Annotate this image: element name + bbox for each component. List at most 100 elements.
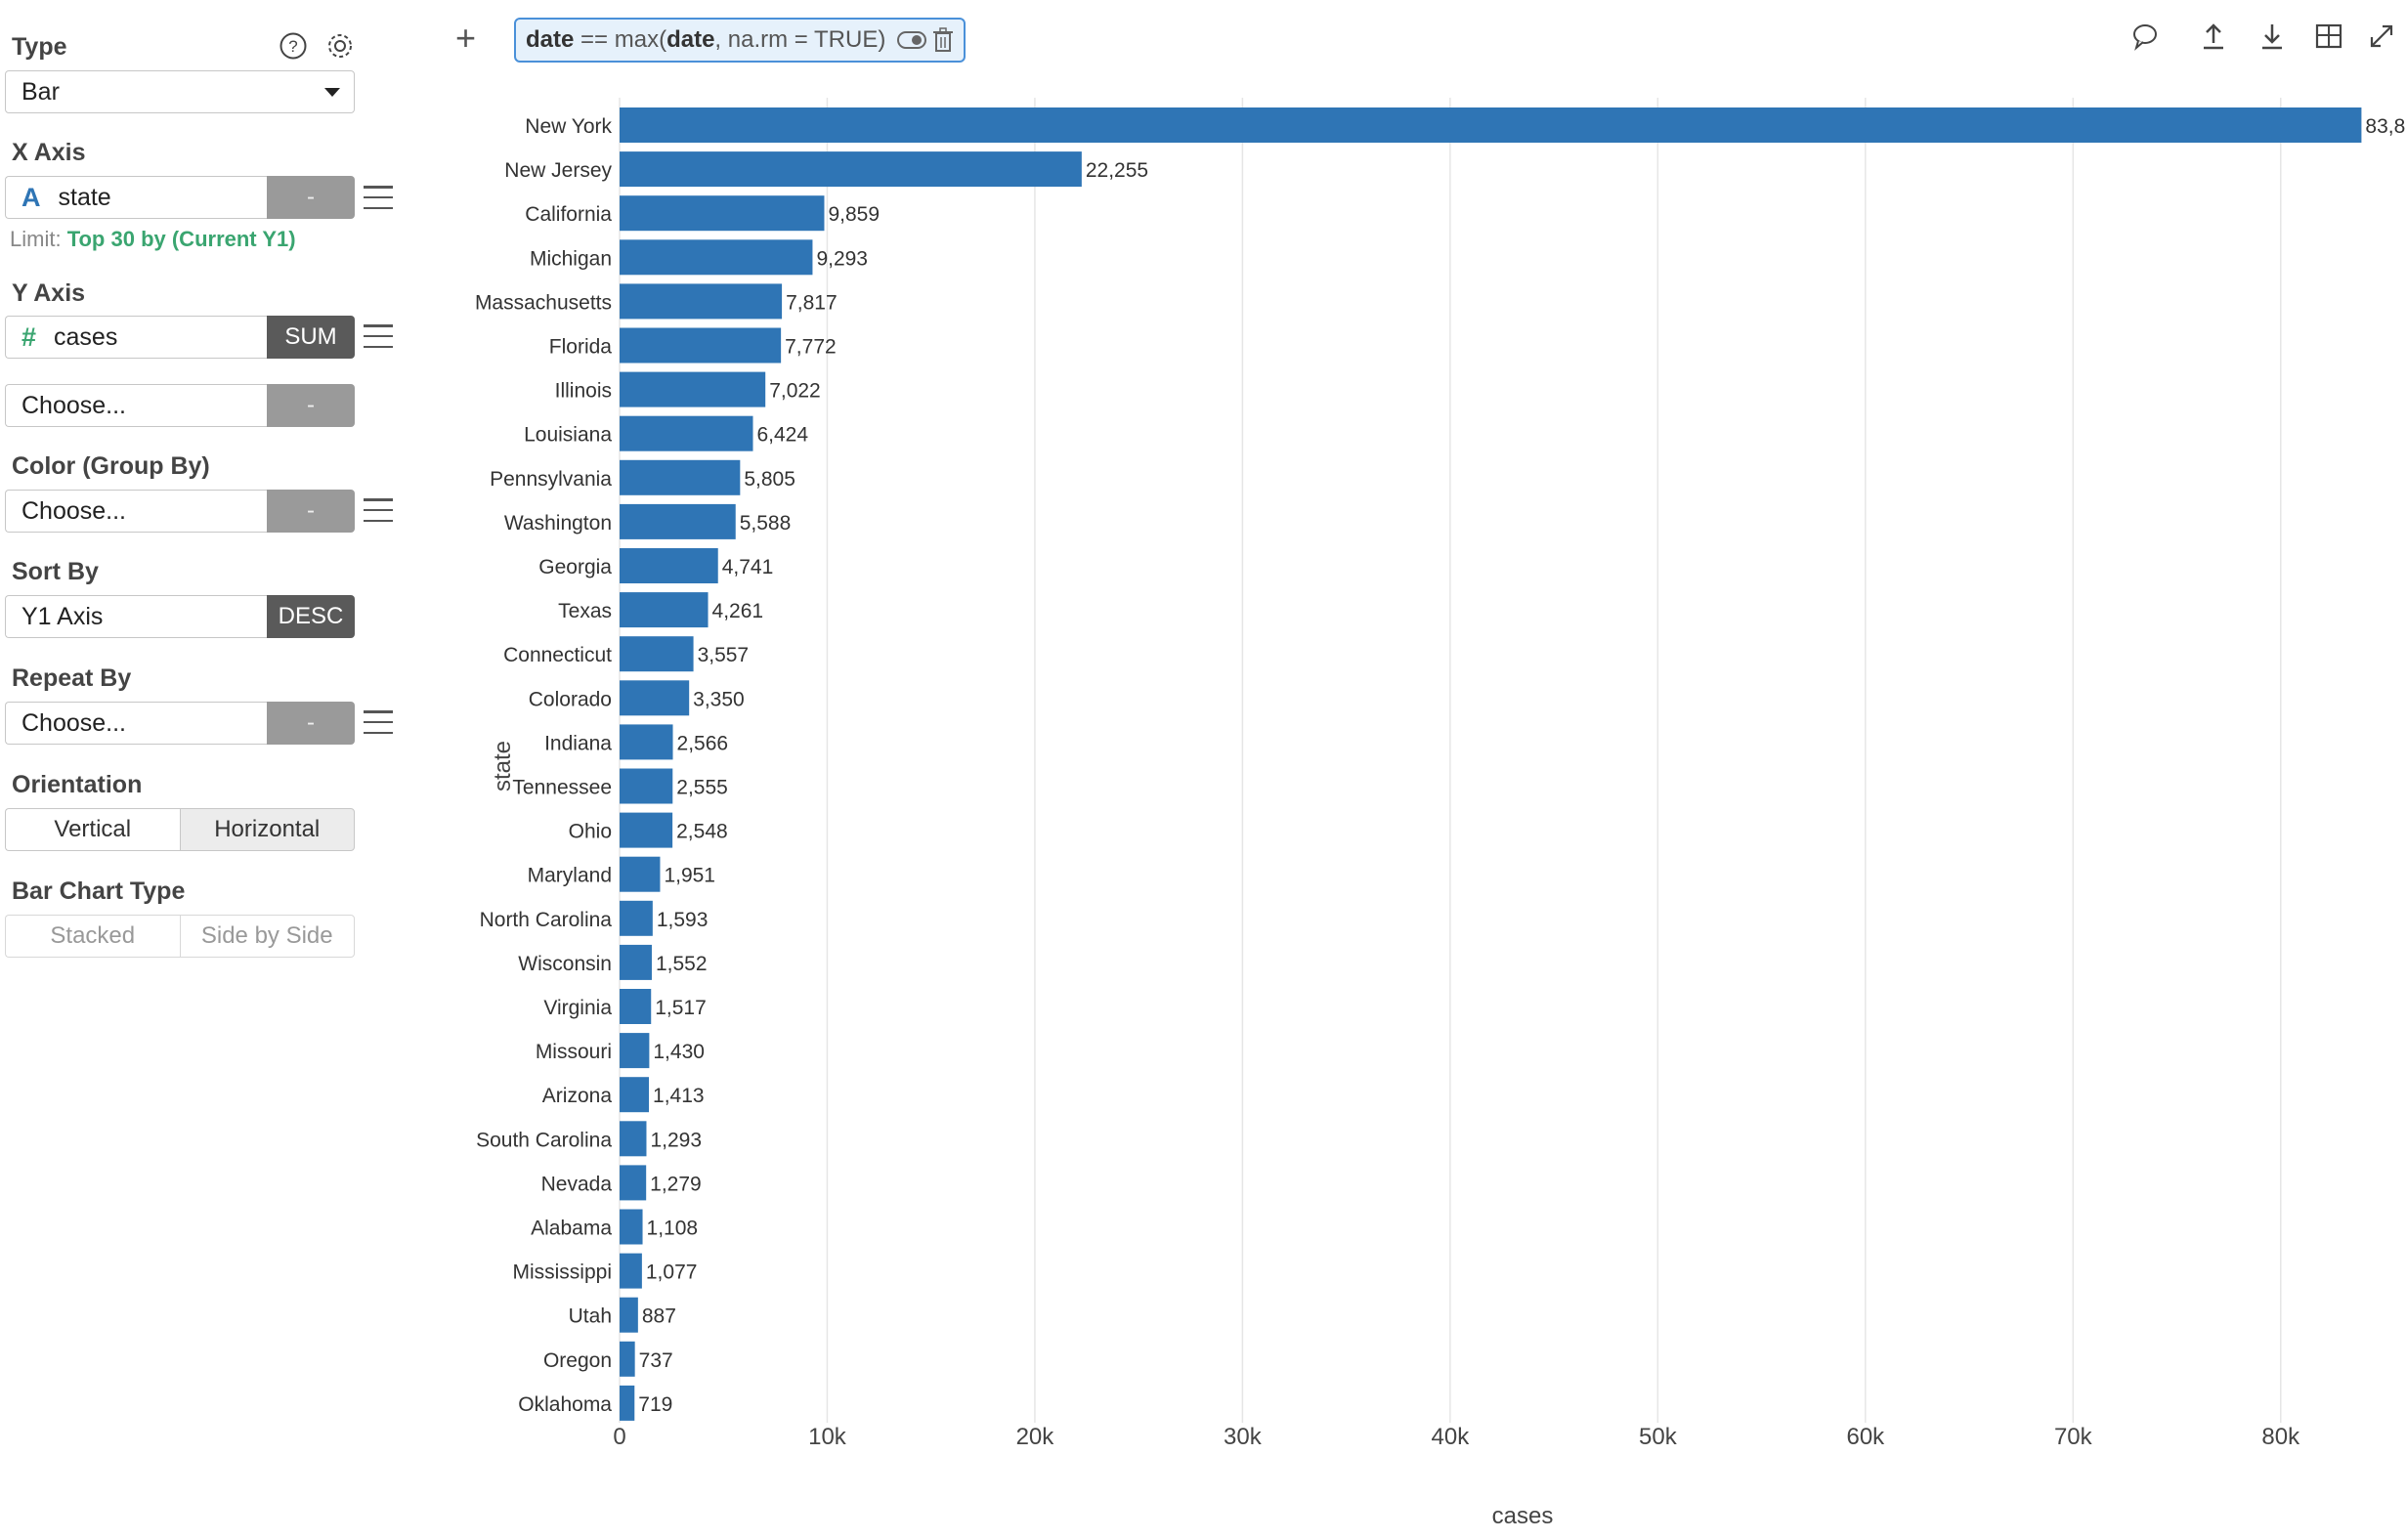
bar[interactable] (620, 592, 709, 628)
bar-value-label: 5,805 (744, 468, 795, 491)
limit-text[interactable]: Limit: Top 30 by (Current Y1) (10, 227, 296, 252)
y-axis-field[interactable]: # cases (5, 316, 267, 359)
y-tick-label: Connecticut (503, 644, 612, 666)
table-icon[interactable] (2314, 21, 2343, 51)
y-tick-label: North Carolina (480, 909, 613, 931)
x-axis-field[interactable]: A state (5, 176, 267, 219)
bar[interactable] (620, 812, 673, 848)
bar[interactable] (620, 856, 661, 892)
y-tick-label: Virginia (543, 997, 612, 1019)
bar-value-label: 1,593 (657, 909, 709, 931)
trash-icon[interactable] (932, 27, 954, 53)
x-axis-row: A state - (5, 176, 355, 219)
filter-chip[interactable]: date == max( date , na.rm = TRUE) (514, 18, 966, 63)
bar[interactable] (620, 1341, 635, 1377)
bar[interactable] (620, 680, 690, 716)
bar-value-label: 5,588 (740, 512, 792, 535)
orientation-vertical-button[interactable]: Vertical (5, 808, 180, 851)
number-type-icon: # (21, 321, 37, 352)
color-row: Choose... - (5, 490, 355, 533)
upload-icon[interactable] (2199, 21, 2228, 51)
bar[interactable] (620, 900, 653, 936)
download-icon[interactable] (2257, 21, 2287, 51)
bar-type-stacked-button[interactable]: Stacked (5, 915, 180, 958)
limit-prefix: Limit: (10, 227, 62, 251)
x-axis-menu-icon[interactable] (364, 186, 393, 209)
bar[interactable] (620, 548, 718, 583)
bar[interactable] (620, 283, 783, 320)
bar[interactable] (620, 1253, 642, 1289)
bar[interactable] (620, 1121, 647, 1157)
bar[interactable] (620, 724, 673, 760)
y-tick-label: Washington (504, 512, 612, 535)
bar-value-label: 3,557 (698, 644, 750, 666)
chart-type-select[interactable]: Bar (5, 70, 355, 113)
y-tick-label: Louisiana (524, 424, 612, 447)
y-tick-label: South Carolina (476, 1129, 612, 1151)
sort-order-button[interactable]: DESC (267, 595, 355, 638)
bar-type-label: Bar Chart Type (12, 877, 186, 905)
bar[interactable] (620, 1077, 650, 1113)
bar[interactable] (620, 768, 673, 804)
sort-row: Y1 Axis DESC (5, 595, 355, 638)
y-tick-label: Ohio (569, 821, 612, 843)
y-tick-label: Oregon (543, 1349, 612, 1372)
bar-type-side-by-side-button[interactable]: Side by Side (179, 915, 355, 958)
bar[interactable] (620, 1165, 647, 1201)
bar[interactable] (620, 239, 813, 276)
bar[interactable] (620, 107, 2362, 143)
add-filter-button[interactable]: + (455, 18, 477, 58)
y-tick-label: Tennessee (512, 777, 612, 799)
y2-axis-agg-button[interactable]: - (267, 384, 355, 427)
bar-value-label: 7,772 (785, 336, 837, 359)
sort-field[interactable]: Y1 Axis (5, 595, 267, 638)
x-axis-title: cases (1492, 1503, 1554, 1529)
y-tick-label: Missouri (536, 1041, 612, 1063)
repeat-menu-icon[interactable] (364, 710, 393, 734)
bar[interactable] (620, 195, 825, 232)
bar[interactable] (620, 459, 741, 495)
bar-value-label: 9,293 (816, 247, 868, 270)
bar-value-label: 7,022 (769, 380, 821, 403)
expand-icon[interactable] (2367, 21, 2396, 51)
bar[interactable] (620, 636, 694, 672)
text-type-icon: A (21, 182, 41, 212)
bar[interactable] (620, 415, 753, 451)
color-agg-button[interactable]: - (267, 490, 355, 533)
repeat-field[interactable]: Choose... (5, 702, 267, 745)
bar[interactable] (620, 151, 1082, 188)
y2-axis-field[interactable]: Choose... (5, 384, 267, 427)
bar[interactable] (620, 989, 652, 1024)
color-field[interactable]: Choose... (5, 490, 267, 533)
color-menu-icon[interactable] (364, 498, 393, 522)
y-tick-label: Mississippi (512, 1262, 612, 1284)
bar-value-label: 2,566 (677, 732, 729, 754)
y-tick-label: Massachusetts (475, 291, 612, 314)
bar-value-label: 2,555 (676, 777, 728, 799)
bar[interactable] (620, 1209, 643, 1245)
bar[interactable] (620, 327, 782, 364)
bar-value-label: 1,413 (653, 1085, 705, 1107)
gear-icon[interactable] (325, 31, 355, 61)
y-tick-label: Alabama (531, 1218, 612, 1240)
comment-icon[interactable] (2130, 21, 2160, 51)
repeat-label: Repeat By (12, 664, 132, 692)
bar[interactable] (620, 1297, 638, 1333)
bar[interactable] (620, 371, 766, 407)
orientation-horizontal-button[interactable]: Horizontal (179, 808, 355, 851)
help-icon[interactable]: ? (279, 31, 308, 61)
bar[interactable] (620, 1033, 650, 1069)
bar[interactable] (620, 944, 652, 980)
bar-value-label: 1,293 (650, 1129, 702, 1151)
bar[interactable] (620, 503, 736, 539)
x-axis-agg-button[interactable]: - (267, 176, 355, 219)
y-tick-label: Nevada (541, 1173, 613, 1195)
y-axis-menu-icon[interactable] (364, 324, 393, 348)
y-tick-label: Maryland (528, 865, 612, 887)
y-axis-agg-button[interactable]: SUM (267, 316, 355, 359)
y-tick-label: New York (525, 115, 612, 138)
bar[interactable] (620, 1385, 635, 1421)
toggle-visibility-icon[interactable] (897, 29, 927, 51)
y-tick-label: Michigan (530, 247, 612, 270)
repeat-agg-button[interactable]: - (267, 702, 355, 745)
